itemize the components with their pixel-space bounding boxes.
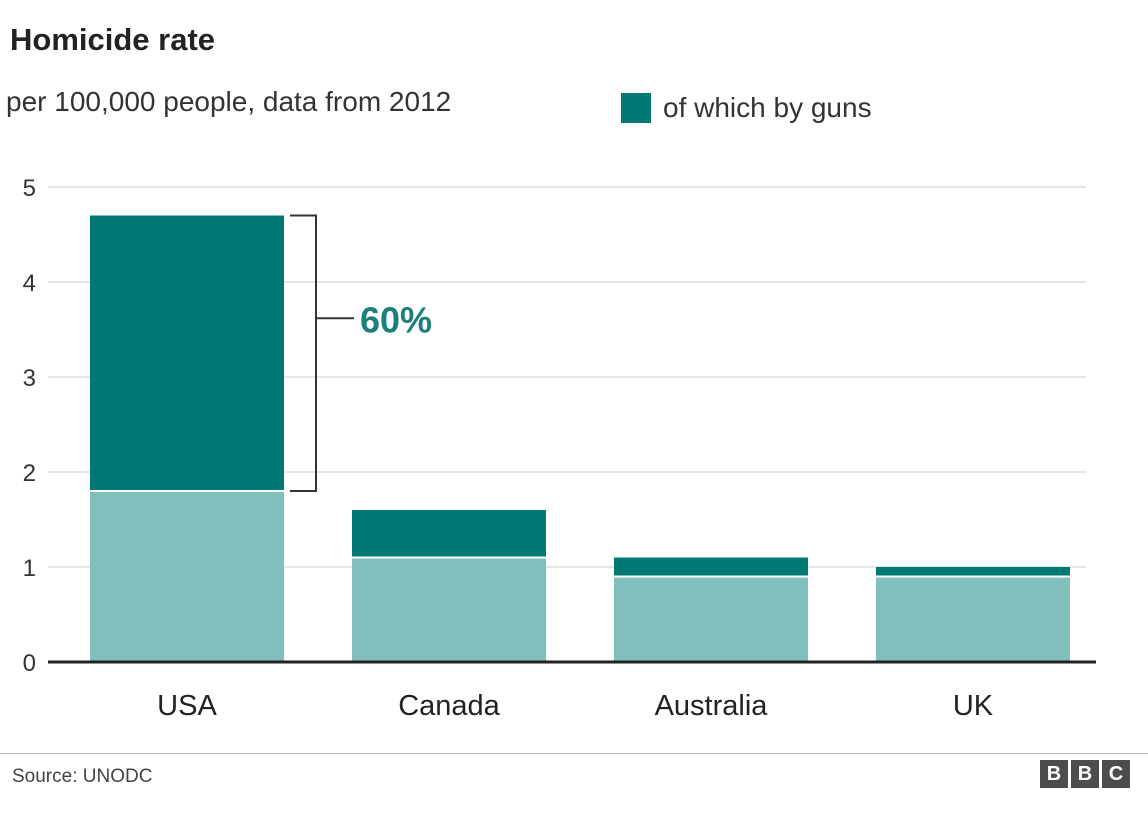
x-tick-label-uk: UK: [953, 690, 994, 722]
annotation-bracket: [290, 214, 317, 492]
logo-letter-1: B: [1040, 760, 1068, 788]
bar-other-uk: [876, 576, 1070, 662]
source-note: Source: UNODC: [12, 766, 153, 787]
y-tick-label-4: 4: [23, 270, 36, 297]
x-tick-label-usa: USA: [157, 690, 217, 722]
legend-swatch-guns: [621, 93, 651, 123]
bar-chart: 0 1 2 3 4 5 USA Canada Australia UK 60%: [23, 175, 1096, 722]
footer-divider: [0, 753, 1148, 754]
x-tick-label-australia: Australia: [655, 690, 769, 722]
bar-guns-usa: [90, 215, 284, 491]
y-tick-label-0: 0: [23, 650, 36, 677]
logo-letter-3: C: [1102, 760, 1130, 788]
bar-guns-australia: [614, 557, 808, 577]
bar-guns-canada: [352, 510, 546, 558]
logo-letter-2: B: [1071, 760, 1099, 788]
legend: of which by guns: [621, 90, 872, 126]
bbc-logo: B B C: [1040, 760, 1130, 788]
x-tick-label-canada: Canada: [398, 690, 500, 722]
bar-guns-uk: [876, 567, 1070, 577]
chart-title: Homicide rate: [10, 22, 216, 57]
y-tick-label-1: 1: [23, 555, 36, 582]
y-tick-label-3: 3: [23, 365, 36, 392]
y-tick-label-2: 2: [23, 460, 36, 487]
bar-other-usa: [90, 491, 284, 662]
bar-other-australia: [614, 576, 808, 662]
legend-label-guns: of which by guns: [663, 92, 872, 123]
chart-subtitle: per 100,000 people, data from 2012: [6, 86, 452, 117]
annotation-label: 60%: [360, 299, 432, 340]
y-tick-label-5: 5: [23, 175, 36, 202]
bar-other-canada: [352, 557, 546, 662]
